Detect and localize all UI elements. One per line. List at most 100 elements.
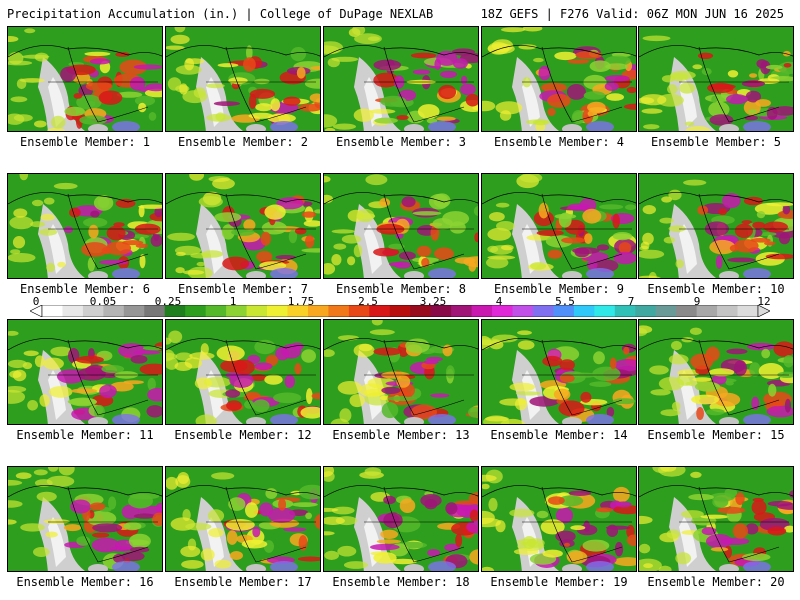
precip-map[interactable] — [481, 466, 637, 572]
precip-map[interactable] — [481, 173, 637, 279]
colorbar-swatch — [512, 305, 534, 317]
member-label: Ensemble Member: 7 — [177, 282, 309, 296]
colorbar-tick-label: 1.75 — [287, 295, 315, 308]
map-image — [639, 467, 793, 571]
colorbar-swatch — [103, 305, 125, 317]
colorbar-swatch — [635, 305, 657, 317]
map-image — [166, 27, 320, 131]
member-label: Ensemble Member: 10 — [647, 282, 785, 296]
map-image — [482, 320, 636, 424]
member-label: Ensemble Member: 9 — [493, 282, 625, 296]
colorbar-swatch — [246, 305, 268, 317]
colorbar-tick-label: 12 — [757, 295, 771, 308]
precip-map[interactable] — [165, 26, 321, 132]
map-image — [324, 174, 478, 278]
colorbar-swatch — [185, 305, 207, 317]
precip-map[interactable] — [481, 319, 637, 425]
valid-time: 18Z GEFS | F276 Valid: 06Z MON JUN 16 20… — [480, 7, 784, 21]
member-label: Ensemble Member: 18 — [332, 575, 470, 589]
map-image — [8, 174, 162, 278]
precip-map[interactable] — [323, 466, 479, 572]
colorbar-swatch — [287, 305, 309, 317]
colorbar-strip — [30, 305, 770, 317]
map-image — [482, 27, 636, 131]
precip-map[interactable] — [323, 173, 479, 279]
precip-map[interactable] — [481, 26, 637, 132]
map-image — [8, 27, 162, 131]
colorbar-swatch — [369, 305, 391, 317]
colorbar-swatch — [205, 305, 227, 317]
colorbar-swatch — [655, 305, 677, 317]
colorbar-swatch — [389, 305, 411, 317]
colorbar-tick-label: 0.05 — [89, 295, 117, 308]
colorbar-swatch — [451, 305, 472, 317]
colorbar-swatch — [696, 305, 718, 317]
colorbar-swatch — [471, 305, 493, 317]
precip-map[interactable] — [638, 173, 794, 279]
precip-map[interactable] — [165, 319, 321, 425]
colorbar-swatch — [164, 305, 186, 317]
map-image — [639, 27, 793, 131]
colorbar-swatch — [307, 305, 329, 317]
member-label: Ensemble Member: 19 — [490, 575, 628, 589]
colorbar-swatch — [594, 305, 616, 317]
member-label: Ensemble Member: 8 — [335, 282, 467, 296]
colorbar-swatch — [82, 305, 104, 317]
precip-colorbar: 0 0.05 0.25 1 1.75 2.5 3.25 4 5.5 7 9 12 — [0, 295, 800, 320]
member-label: Ensemble Member: 13 — [332, 428, 470, 442]
precip-map[interactable] — [7, 173, 163, 279]
map-image — [166, 320, 320, 424]
member-label: Ensemble Member: 16 — [16, 575, 154, 589]
map-image — [166, 174, 320, 278]
colorbar-swatch — [573, 305, 595, 317]
map-image — [324, 467, 478, 571]
precip-map[interactable] — [638, 466, 794, 572]
map-image — [482, 467, 636, 571]
colorbar-swatch — [676, 305, 698, 317]
precip-map[interactable] — [165, 466, 321, 572]
member-label: Ensemble Member: 5 — [650, 135, 782, 149]
precip-map[interactable] — [7, 466, 163, 572]
colorbar-arrow-right — [757, 305, 770, 317]
colorbar-tick-label: 1 — [229, 295, 237, 308]
colorbar-swatch — [62, 305, 84, 317]
precip-map[interactable] — [7, 319, 163, 425]
map-image — [639, 174, 793, 278]
member-label: Ensemble Member: 14 — [490, 428, 628, 442]
colorbar-swatch — [410, 305, 432, 317]
member-label: Ensemble Member: 2 — [177, 135, 309, 149]
precip-map[interactable] — [323, 26, 479, 132]
colorbar-tick-label: 2.5 — [358, 295, 378, 308]
map-image — [639, 320, 793, 424]
precip-map[interactable] — [638, 319, 794, 425]
colorbar-swatch — [737, 305, 759, 317]
map-image — [324, 27, 478, 131]
member-label: Ensemble Member: 20 — [647, 575, 785, 589]
member-label: Ensemble Member: 15 — [647, 428, 785, 442]
map-image — [8, 320, 162, 424]
colorbar-tick-label: 3.25 — [419, 295, 447, 308]
colorbar-swatch — [123, 305, 145, 317]
member-label: Ensemble Member: 4 — [493, 135, 625, 149]
precip-map[interactable] — [165, 173, 321, 279]
colorbar-swatch — [532, 305, 554, 317]
colorbar-tick-label: 5.5 — [555, 295, 575, 308]
precip-map[interactable] — [638, 26, 794, 132]
colorbar-swatch — [42, 305, 63, 317]
colorbar-swatch — [553, 305, 575, 317]
colorbar-swatch — [348, 305, 370, 317]
colorbar-tick-label: 0 — [32, 295, 40, 308]
precip-map[interactable] — [323, 319, 479, 425]
colorbar-swatch — [226, 305, 247, 317]
member-label: Ensemble Member: 6 — [19, 282, 151, 296]
colorbar-swatch — [144, 305, 166, 317]
map-image — [324, 320, 478, 424]
map-image — [8, 467, 162, 571]
member-label: Ensemble Member: 3 — [335, 135, 467, 149]
colorbar-tick-label: 0.25 — [154, 295, 182, 308]
colorbar-swatch — [328, 305, 350, 317]
colorbar-tick-label: 4 — [495, 295, 503, 308]
precip-map[interactable] — [7, 26, 163, 132]
map-title: Precipitation Accumulation (in.) | Colle… — [7, 7, 434, 21]
